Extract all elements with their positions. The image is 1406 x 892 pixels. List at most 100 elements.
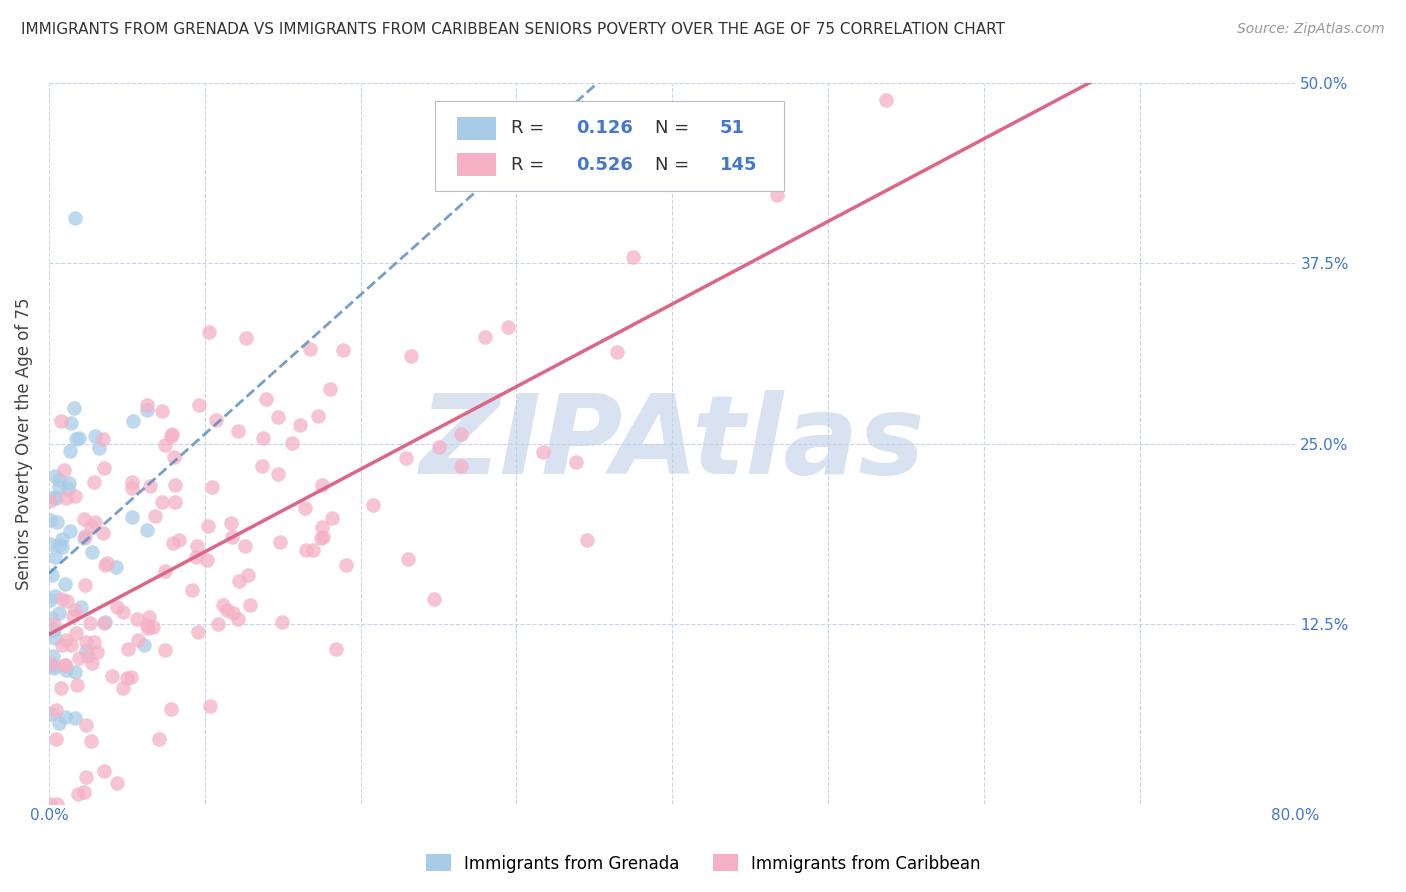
Point [143, 509, 166, 524]
Point [65, 432, 87, 446]
Point [67, 650, 90, 665]
Point [93, 616, 115, 631]
Text: IMMIGRANTS FROM GRENADA VS IMMIGRANTS FROM CARIBBEAN SENIORS POVERTY OVER THE AG: IMMIGRANTS FROM GRENADA VS IMMIGRANTS FR… [21, 22, 1005, 37]
Point [474, 330, 496, 344]
Point [236, 567, 259, 582]
Point [132, 638, 155, 652]
Point [325, 641, 347, 656]
Text: N =: N = [655, 120, 695, 137]
Point [48, 473, 70, 487]
Legend: Immigrants from Grenada, Immigrants from Caribbean: Immigrants from Grenada, Immigrants from… [419, 847, 987, 880]
Point [153, 564, 176, 578]
Point [621, 250, 644, 264]
Point [96, 557, 118, 571]
Point [207, 616, 229, 631]
Point [160, 428, 183, 442]
Point [197, 518, 219, 533]
Point [39, 706, 62, 721]
Point [63, 603, 86, 617]
Point [150, 404, 173, 418]
Point [41, 568, 63, 582]
Point [63, 711, 86, 725]
Point [51, 532, 73, 546]
Point [159, 702, 181, 716]
Text: N =: N = [655, 156, 695, 174]
Point [233, 540, 256, 554]
Point [186, 539, 208, 553]
Point [150, 495, 173, 509]
Point [55, 491, 77, 506]
Point [205, 413, 228, 427]
Point [48, 538, 70, 552]
Point [148, 732, 170, 747]
Point [155, 643, 177, 657]
Point [75, 577, 97, 591]
Point [80, 518, 103, 533]
Point [294, 500, 316, 515]
Point [295, 542, 318, 557]
Point [73, 529, 96, 543]
Point [111, 681, 134, 696]
Point [121, 475, 143, 490]
Point [51, 592, 73, 607]
Point [41, 657, 63, 671]
Point [60, 638, 83, 652]
Point [94, 558, 117, 572]
Point [450, 426, 472, 441]
Point [395, 450, 418, 465]
Point [72, 531, 94, 545]
Point [53, 657, 76, 672]
Point [73, 512, 96, 526]
Point [312, 530, 335, 544]
Point [142, 620, 165, 634]
Point [42, 623, 65, 637]
Point [44, 469, 66, 483]
Point [195, 553, 218, 567]
Point [84, 515, 107, 529]
Point [53, 658, 76, 673]
Point [53, 577, 76, 591]
Point [163, 450, 186, 465]
Point [138, 609, 160, 624]
Point [45, 491, 67, 505]
Point [39, 537, 62, 551]
Point [75, 635, 97, 649]
Point [111, 606, 134, 620]
Point [73, 785, 96, 799]
Point [83, 635, 105, 649]
Point [235, 331, 257, 345]
Point [226, 424, 249, 438]
Point [120, 670, 142, 684]
Point [396, 551, 419, 566]
Text: 0.526: 0.526 [576, 156, 633, 174]
Point [105, 775, 128, 789]
Point [219, 516, 242, 530]
Text: Source: ZipAtlas.com: Source: ZipAtlas.com [1237, 22, 1385, 37]
Point [318, 382, 340, 396]
Point [765, 187, 787, 202]
Point [75, 718, 97, 732]
Point [307, 409, 329, 423]
Point [302, 543, 325, 558]
Point [163, 495, 186, 509]
Point [53, 710, 76, 724]
Point [100, 669, 122, 683]
Point [399, 349, 422, 363]
Point [63, 489, 86, 503]
Text: 145: 145 [720, 156, 756, 174]
Point [51, 638, 73, 652]
Point [127, 633, 149, 648]
Point [75, 644, 97, 658]
Point [51, 681, 73, 695]
Point [63, 211, 86, 225]
Point [84, 429, 107, 443]
Text: ZIPAtlas: ZIPAtlas [419, 390, 925, 497]
Point [311, 520, 333, 534]
Point [201, 480, 224, 494]
Point [139, 479, 162, 493]
Point [299, 342, 322, 356]
Point [217, 602, 239, 616]
Point [75, 770, 97, 784]
Point [91, 526, 114, 541]
Point [65, 626, 87, 640]
